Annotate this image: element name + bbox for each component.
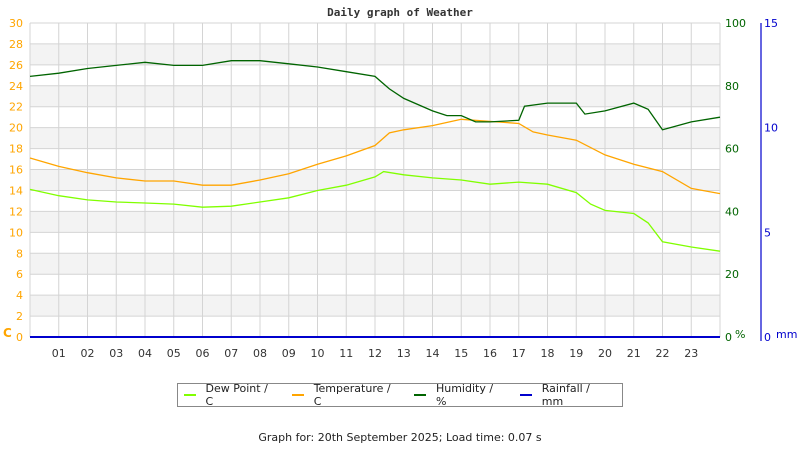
temperature-swatch [292,394,304,396]
legend-item-dew-point: Dew Point / C [182,382,276,408]
left-tick-label: 2 [16,310,23,323]
x-tick-label: 06 [196,347,210,360]
rainfall-axis: 0 5 10 15 [760,17,778,344]
x-tick-label: 19 [569,347,583,360]
dew-point-swatch [184,394,196,396]
left-tick-label: 24 [9,80,23,93]
x-tick-label: 15 [454,347,468,360]
legend-item-temperature: Temperature / C [290,382,398,408]
left-tick-label: 18 [9,143,23,156]
x-tick-label: 04 [138,347,152,360]
rainfall-tick-label: 5 [764,226,771,239]
left-tick-label: 28 [9,38,23,51]
left-tick-label: 16 [9,164,23,177]
x-tick-label: 14 [426,347,440,360]
left-tick-label: 8 [16,247,23,260]
x-tick-label: 20 [598,347,612,360]
x-tick-label: 16 [483,347,497,360]
humidity-tick-label: 80 [725,80,739,93]
x-tick-label: 03 [109,347,123,360]
left-tick-label: 20 [9,122,23,135]
data-lines [29,60,721,338]
x-tick-label: 12 [368,347,382,360]
left-tick-label: 6 [16,268,23,281]
rainfall-tick-label: 15 [764,17,778,30]
graph-footer: Graph for: 20th September 2025; Load tim… [258,431,542,444]
humidity-tick-label: 0 [725,331,732,344]
x-tick-label: 07 [224,347,238,360]
rainfall-tick-label: 0 [764,331,771,344]
legend-label: Dew Point / C [205,382,268,408]
x-tick-label: 22 [656,347,670,360]
dew-point-line [29,170,721,252]
humidity-tick-label: 60 [725,143,739,156]
left-tick-label: 30 [9,17,23,30]
left-tick-label: 22 [9,101,23,114]
gridlines [29,22,721,338]
rainfall-swatch [520,394,532,396]
legend-item-rainfall: Rainfall / mm [518,382,612,408]
humidity-tick-label: 40 [725,205,739,218]
x-tick-label: 02 [81,347,95,360]
legend: Dew Point / C Temperature / C Humidity /… [177,382,623,408]
x-tick-label: 09 [282,347,296,360]
left-tick-label: 14 [9,184,23,197]
x-tick-label: 17 [512,347,526,360]
humidity-axis-ticks: 0 20 40 60 80 100 [725,17,746,344]
legend-label: Temperature / C [313,382,391,408]
rainfall-tick-label: 10 [764,122,778,135]
legend-label: Rainfall / mm [541,382,590,408]
left-tick-label: 26 [9,59,23,72]
left-axis-unit: C [3,326,12,340]
left-tick-label: 4 [16,289,23,302]
weather-chart: Daily graph of Weather 02468101214161820… [3,6,797,360]
humidity-swatch [414,394,426,396]
temperature-line [29,118,721,195]
chart-title: Daily graph of Weather [327,6,473,19]
x-tick-label: 10 [311,347,325,360]
legend-item-humidity: Humidity / % [412,382,504,408]
humidity-tick-label: 100 [725,17,746,30]
left-tick-label: 10 [9,226,23,239]
x-tick-label: 01 [52,347,66,360]
x-tick-label: 05 [167,347,181,360]
x-tick-label: 18 [541,347,555,360]
humidity-axis-unit: % [735,328,745,341]
rainfall-axis-unit: mm [776,328,797,341]
x-tick-label: 11 [339,347,353,360]
x-tick-label: 13 [397,347,411,360]
x-axis-ticks: 01 02 03 04 05 06 07 08 09 10 11 12 13 14 15 16 17 18 19 20… [52,347,699,360]
x-tick-label: 23 [684,347,698,360]
x-tick-label: 08 [253,347,267,360]
left-tick-label: 0 [16,331,23,344]
humidity-tick-label: 20 [725,268,739,281]
left-tick-label: 12 [9,205,23,218]
legend-label: Humidity / % [435,382,494,408]
x-tick-label: 21 [627,347,641,360]
humidity-line [29,60,721,131]
